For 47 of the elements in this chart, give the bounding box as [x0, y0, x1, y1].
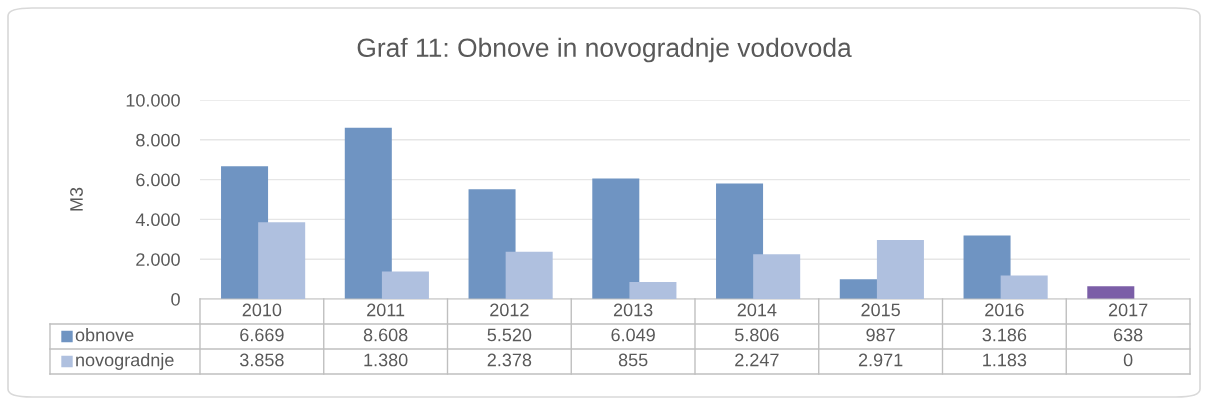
data-label: 638	[1113, 328, 1143, 342]
x-tick-label: 2013	[613, 303, 653, 317]
data-label: 3.186	[982, 328, 1027, 342]
y-tick-label: 0	[171, 292, 180, 306]
data-label: 2.971	[858, 353, 903, 367]
legend-label: obnove	[75, 328, 134, 342]
bar	[753, 254, 801, 299]
x-tick-label: 2017	[1108, 303, 1148, 317]
bar	[876, 239, 924, 299]
y-tick-label: 6.000	[136, 173, 180, 187]
legend-label: novogradnje	[76, 353, 174, 370]
bar	[505, 251, 553, 299]
x-tick-label: 2015	[861, 303, 900, 317]
chart-title: Graf 11: Obnove in novogradnje vodovoda	[357, 37, 852, 63]
data-label: 987	[866, 328, 895, 342]
bar	[468, 189, 516, 299]
bar	[629, 281, 677, 299]
data-label: 6.669	[240, 328, 284, 342]
y-tick-label: 2.000	[136, 253, 180, 266]
data-label: 1.183	[983, 353, 1027, 367]
bar	[344, 127, 392, 299]
y-tick-label: 10.000	[126, 93, 180, 107]
data-label: 8.608	[363, 328, 408, 342]
bar	[963, 235, 1011, 299]
x-tick-label: 2014	[737, 303, 777, 317]
bar	[258, 222, 306, 299]
data-label: 5.520	[487, 328, 532, 342]
bar	[716, 183, 764, 299]
bar	[592, 178, 640, 299]
bar	[1000, 275, 1048, 299]
y-axis-title: M3	[70, 187, 83, 211]
x-tick-label: 2010	[242, 303, 282, 317]
y-tick-label: 8.000	[136, 133, 180, 147]
y-tick-label: 4.000	[135, 213, 180, 227]
x-tick-label: 2011	[367, 303, 405, 317]
x-tick-label: 2016	[985, 303, 1024, 317]
data-label: 6.049	[611, 328, 655, 342]
data-label: 3.858	[239, 353, 284, 367]
data-label: 5.806	[735, 328, 779, 342]
bar	[1087, 286, 1135, 299]
data-label: 855	[618, 353, 648, 367]
data-label: 0	[1123, 353, 1133, 367]
data-label: 2.247	[735, 353, 779, 367]
data-label: 1.380	[364, 353, 408, 367]
data-label: 2.378	[487, 353, 532, 367]
bar	[381, 271, 429, 299]
x-tick-label: 2012	[490, 303, 529, 317]
